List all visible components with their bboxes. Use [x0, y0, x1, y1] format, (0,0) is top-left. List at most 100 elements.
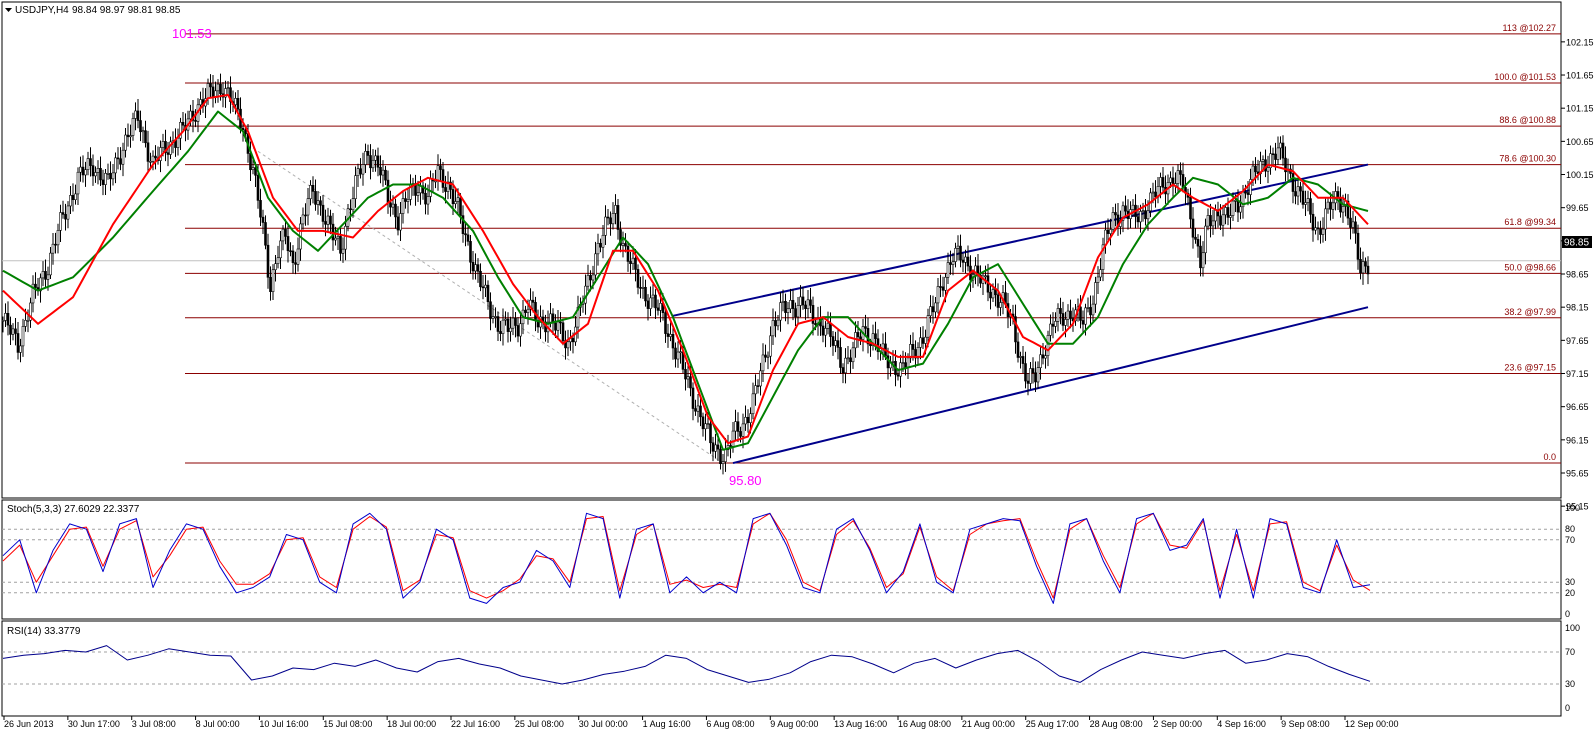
candle-body [449, 181, 452, 190]
candle-body [694, 408, 697, 412]
candle-body [604, 216, 607, 236]
candle-body [1026, 380, 1030, 384]
rsi-tick-label: 0 [1565, 703, 1570, 713]
candle-body [81, 166, 85, 176]
candle-body [611, 213, 615, 225]
candle-body [1019, 356, 1022, 358]
candle-body [1146, 210, 1150, 220]
candle-body [134, 110, 137, 119]
candle-body [674, 347, 677, 360]
candle-body [189, 110, 192, 120]
candle-body [301, 214, 305, 225]
candle-body [389, 202, 392, 208]
stoch-tick-label: 80 [1565, 524, 1575, 534]
candle-body [149, 161, 152, 163]
candle-body [1081, 320, 1085, 325]
candle-body [734, 421, 737, 432]
candle-body [1234, 200, 1237, 202]
candle-body [609, 217, 612, 225]
candle-body [289, 250, 292, 253]
candle-body [1171, 177, 1175, 187]
candle-body [759, 370, 762, 387]
candle-body [64, 214, 67, 220]
candle-body [1091, 303, 1095, 316]
candle-body [436, 165, 440, 182]
candle-body [919, 337, 922, 348]
candle-body [444, 187, 447, 192]
candle-body [1096, 276, 1100, 283]
price-tick-label: 95.65 [1566, 469, 1589, 479]
candle-body [284, 228, 287, 237]
candle-body [166, 152, 170, 155]
candle-body [959, 245, 962, 261]
candle-body [49, 252, 52, 276]
candle-body [596, 242, 600, 255]
candle-body [491, 316, 495, 319]
candle-body [31, 283, 35, 304]
price-tick-label: 102.15 [1566, 37, 1594, 47]
candle-body [1361, 261, 1365, 274]
time-tick-label: 4 Sep 16:00 [1217, 719, 1266, 729]
candle-body [56, 230, 60, 246]
time-tick-label: 26 Jun 2013 [4, 719, 54, 729]
candle-body [599, 242, 602, 248]
candle-body [744, 416, 747, 425]
candle-body [354, 175, 357, 199]
fib-level-label: 78.6 @100.30 [1499, 154, 1556, 164]
candle-body [276, 257, 280, 265]
candle-body [279, 240, 282, 259]
candle-body [684, 369, 687, 380]
candle-body [324, 221, 327, 225]
candle-body [939, 286, 942, 288]
candle-body [424, 192, 427, 205]
candle-body [154, 155, 157, 159]
candle-body [999, 302, 1002, 308]
candle-body [74, 193, 77, 201]
candle-body [1099, 269, 1102, 278]
candle-body [1106, 229, 1110, 234]
candle-body [131, 118, 135, 136]
candle-body [374, 155, 377, 161]
candle-body [594, 253, 597, 276]
price-tick-label: 96.65 [1566, 402, 1589, 412]
candle-body [979, 274, 982, 284]
price-tick-label: 99.65 [1566, 203, 1589, 213]
candle-body [281, 228, 285, 242]
candle-body [679, 351, 682, 354]
candle-body [614, 205, 617, 214]
rsi: 100 70 30 0 [2, 623, 1580, 713]
candle-body [1321, 228, 1325, 235]
stoch-tick-label: 20 [1565, 588, 1575, 598]
candle-body [576, 306, 580, 328]
candle-body [4, 312, 7, 321]
rsi-tick-label: 70 [1565, 647, 1575, 657]
candle-body [1359, 259, 1362, 274]
candle-body [729, 445, 732, 447]
candle-body [619, 229, 622, 246]
candle-body [41, 271, 45, 279]
candle-body [781, 300, 785, 303]
dropdown-arrow-icon[interactable] [5, 8, 12, 12]
candle-body [1089, 307, 1092, 316]
candle-body [864, 326, 867, 329]
candle-body [624, 243, 627, 247]
candle-body [371, 159, 375, 169]
candle-body [1304, 202, 1307, 205]
candle-body [384, 169, 387, 181]
candle-body [339, 236, 342, 254]
candle-body [954, 248, 957, 262]
candle-body [144, 130, 147, 144]
price-tick-label: 96.15 [1566, 435, 1589, 445]
candle-body [336, 236, 340, 239]
candle-body [644, 286, 647, 302]
candle-body [571, 338, 575, 343]
stoch-tick-label: 100 [1565, 503, 1580, 513]
candle-body [1094, 282, 1097, 305]
candle-body [926, 315, 930, 338]
candle-body [1339, 197, 1342, 213]
candle-body [16, 333, 20, 353]
time-tick-label: 3 Jul 08:00 [132, 719, 176, 729]
candle-body [1136, 216, 1140, 223]
